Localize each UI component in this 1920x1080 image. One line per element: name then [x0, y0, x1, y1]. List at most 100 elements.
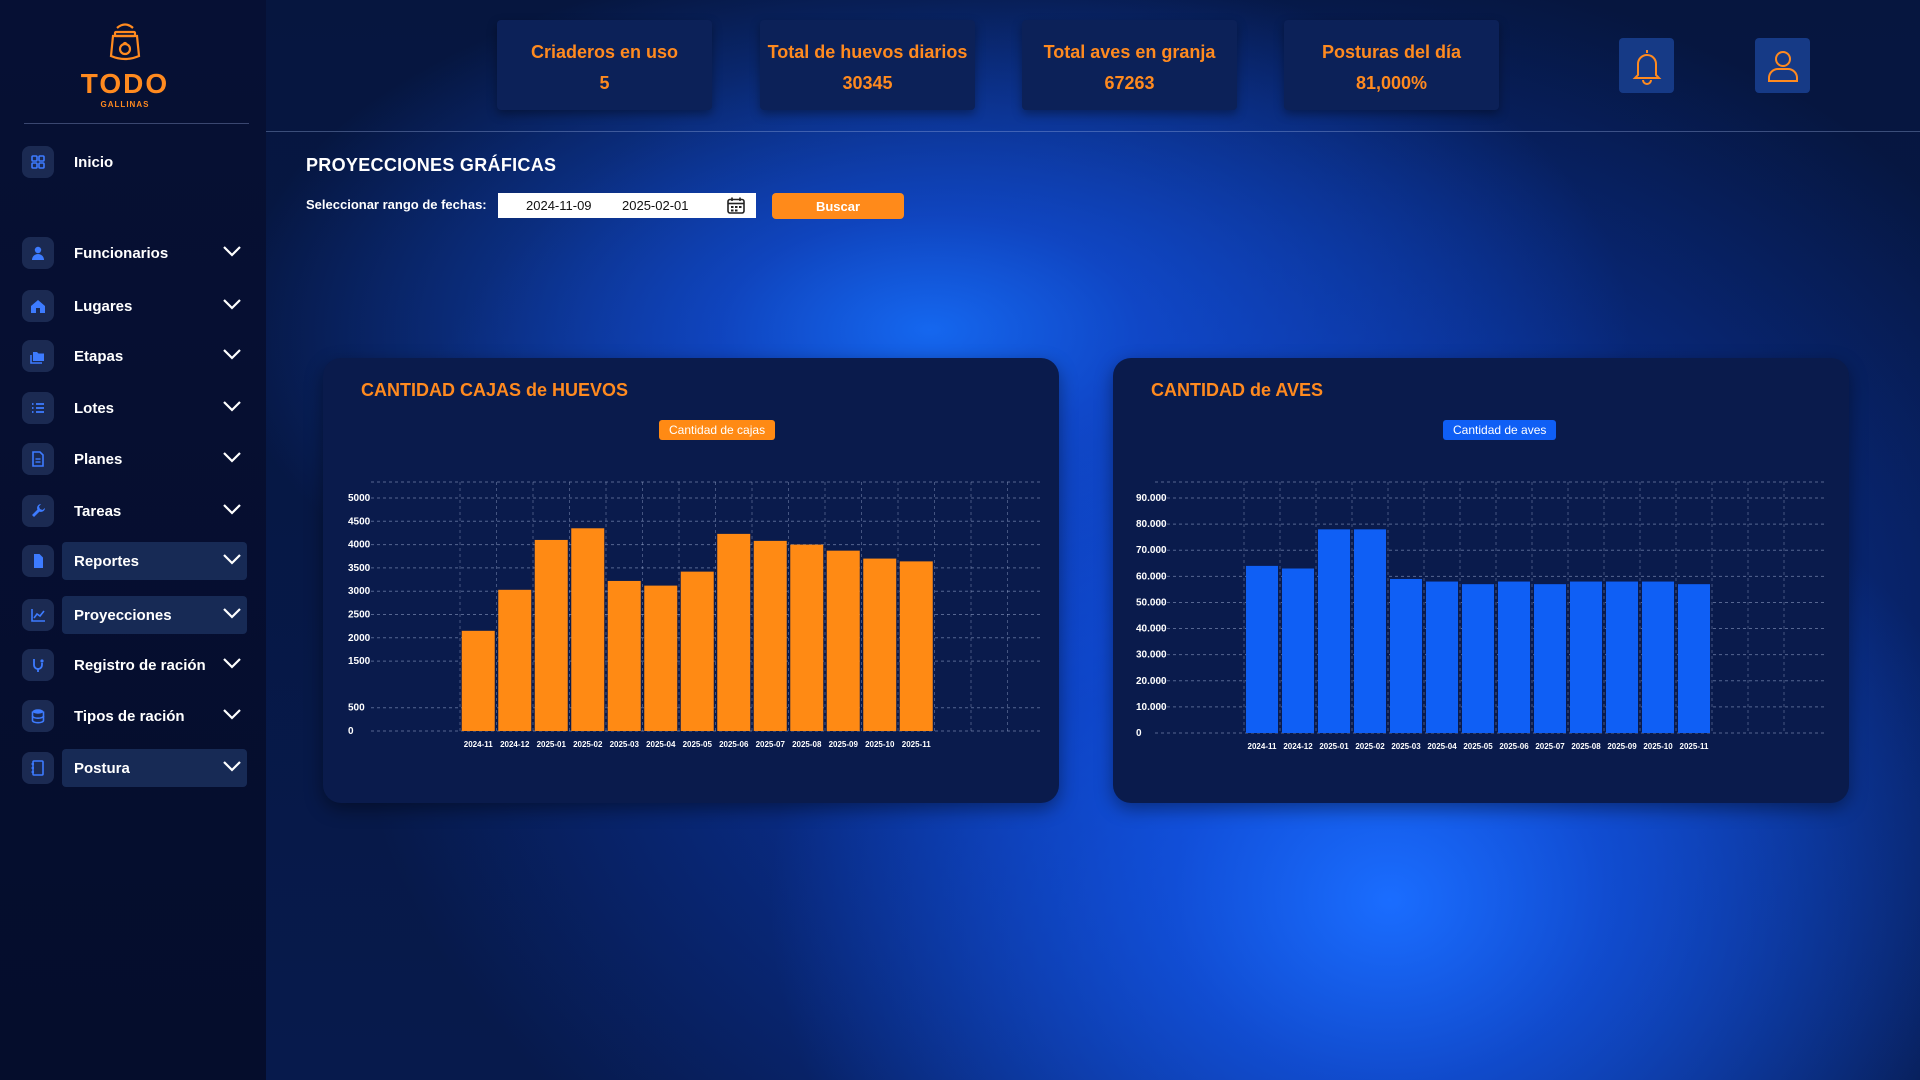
chevron-down-icon[interactable]	[222, 707, 242, 721]
bar-2025-04[interactable]	[644, 585, 678, 731]
date-to-value[interactable]: 2025-02-01	[622, 198, 689, 213]
x-tick-label: 2025-06	[1499, 742, 1529, 751]
page-title: PROYECCIONES GRÁFICAS	[306, 155, 557, 175]
bar-2024-12[interactable]	[1282, 568, 1314, 734]
sidebar-item-planes[interactable]: Planes	[22, 440, 252, 478]
kpi-card-aves: Total aves en granja 67263	[1022, 20, 1237, 110]
x-tick-label: 2025-08	[1571, 742, 1601, 751]
bar-2025-03[interactable]	[607, 580, 641, 731]
bar-2025-06[interactable]	[717, 533, 751, 731]
bar-2025-05[interactable]	[680, 571, 714, 731]
sidebar-item-tipos-de-racion[interactable]: Tipos de ración	[22, 697, 252, 735]
bar-2025-06[interactable]	[1498, 581, 1530, 733]
header-divider	[266, 131, 1920, 132]
bar-2025-11[interactable]	[1678, 584, 1710, 733]
chevron-down-icon[interactable]	[222, 552, 242, 566]
kpi-value: 67263	[1104, 73, 1155, 93]
x-tick-label: 2025-09	[829, 740, 859, 749]
user-profile-button[interactable]	[1755, 38, 1810, 93]
chart-legend[interactable]: Cantidad de aves	[1443, 420, 1557, 440]
chevron-down-icon[interactable]	[222, 656, 242, 670]
sidebar-item-funcionarios[interactable]: Funcionarios	[22, 234, 252, 272]
kpi-value: 5	[599, 73, 610, 93]
bar-2025-10[interactable]	[1642, 581, 1674, 733]
bar-2024-12[interactable]	[498, 589, 532, 731]
bar-2025-09[interactable]	[1606, 581, 1638, 733]
sidebar-item-reportes[interactable]: Reportes	[22, 542, 252, 580]
document-icon	[22, 443, 54, 475]
kpi-card-criaderos: Criaderos en uso 5	[497, 20, 712, 110]
y-tick-label: 4000	[348, 540, 371, 551]
birds-bar-chart: 0 10.000 20.000 30.000 40.000 50.000 60.000 70.…	[1136, 481, 1825, 751]
eggs-bar-chart: 0 500 1500 2000 2500 3000 3500 4000 4500 5000 2024…	[348, 481, 1041, 749]
date-range-label: Seleccionar rango de fechas:	[306, 197, 487, 212]
bar-2025-07[interactable]	[1534, 584, 1566, 733]
notebook-icon	[22, 752, 54, 784]
x-tick-label: 2024-12	[1283, 742, 1313, 751]
chart-legend[interactable]: Cantidad de cajas	[659, 420, 776, 440]
chevron-down-icon[interactable]	[222, 759, 242, 773]
sidebar: TODO GALLINAS Inicio Funcionarios Lugares E…	[0, 0, 266, 1080]
x-tick-label: 2025-05	[683, 740, 713, 749]
bar-2025-11[interactable]	[899, 561, 933, 731]
bar-2025-08[interactable]	[790, 544, 824, 731]
chevron-down-icon[interactable]	[222, 297, 242, 311]
chart-title: CANTIDAD de AVES	[1151, 380, 1324, 400]
y-tick-label: 2000	[348, 633, 371, 644]
bar-2024-11[interactable]	[461, 630, 495, 731]
chevron-down-icon[interactable]	[222, 450, 242, 464]
sidebar-item-inicio[interactable]: Inicio	[22, 143, 252, 181]
svg-text:GALLINAS: GALLINAS	[101, 100, 150, 108]
bar-2025-02[interactable]	[571, 528, 605, 731]
sidebar-item-label: Planes	[74, 450, 123, 468]
date-range-picker[interactable]: 2024-11-09 2025-02-01	[498, 193, 756, 218]
date-from-value[interactable]: 2024-11-09	[526, 198, 592, 213]
y-tick-label: 3000	[348, 586, 371, 597]
x-tick-label: 2024-11	[1248, 742, 1277, 751]
sidebar-item-label: Inicio	[74, 153, 114, 171]
bar-2025-08[interactable]	[1570, 581, 1602, 733]
user-profile-icon	[1767, 50, 1798, 82]
bar-2025-10[interactable]	[863, 558, 897, 731]
bar-2025-07[interactable]	[753, 540, 787, 731]
database-icon	[22, 700, 54, 732]
sidebar-item-tareas[interactable]: Tareas	[22, 492, 252, 530]
brand-logo: TODO GALLINAS	[81, 23, 167, 108]
bar-2025-05[interactable]	[1462, 584, 1494, 733]
sidebar-divider	[24, 123, 249, 124]
notifications-button[interactable]	[1619, 38, 1674, 93]
sidebar-item-etapas[interactable]: Etapas	[22, 337, 252, 375]
kpi-title: Total de huevos diarios	[767, 42, 968, 62]
chevron-down-icon[interactable]	[222, 347, 242, 361]
search-button[interactable]: Buscar	[772, 193, 904, 219]
bar-2025-01[interactable]	[534, 539, 568, 731]
x-tick-label: 2025-03	[610, 740, 640, 749]
sidebar-item-highlight	[62, 749, 247, 787]
x-tick-label: 2025-10	[865, 740, 895, 749]
sidebar-item-lugares[interactable]: Lugares	[22, 287, 252, 325]
bar-2025-09[interactable]	[826, 550, 860, 731]
chevron-down-icon[interactable]	[222, 606, 242, 620]
sidebar-item-label: Tipos de ración	[74, 707, 185, 725]
kpi-card-posturas: Posturas del día 81,000%	[1284, 20, 1499, 110]
chevron-down-icon[interactable]	[222, 502, 242, 516]
sidebar-item-highlight	[62, 542, 247, 580]
x-tick-label: 2025-06	[719, 740, 749, 749]
chevron-down-icon[interactable]	[222, 399, 242, 413]
x-tick-label: 2025-02	[573, 740, 603, 749]
bar-2025-03[interactable]	[1390, 578, 1422, 733]
sidebar-item-proyecciones[interactable]: Proyecciones	[22, 596, 252, 634]
bar-2024-11[interactable]	[1246, 565, 1278, 733]
birds-chart-panel: CANTIDAD de AVES Cantidad de aves 0 10.00…	[1113, 358, 1849, 803]
chevron-down-icon[interactable]	[222, 244, 242, 258]
sidebar-item-lotes[interactable]: Lotes	[22, 389, 252, 427]
bar-2025-02[interactable]	[1354, 529, 1386, 733]
bar-2025-04[interactable]	[1426, 581, 1458, 733]
sidebar-item-postura[interactable]: Postura	[22, 749, 252, 787]
x-tick-label: 2025-07	[1535, 742, 1565, 751]
bar-2025-01[interactable]	[1318, 529, 1350, 733]
line-chart-icon	[22, 599, 54, 631]
calendar-icon[interactable]	[727, 197, 745, 214]
sidebar-item-label: Reportes	[74, 552, 140, 570]
sidebar-item-registro-de-racion[interactable]: Registro de ración	[22, 646, 252, 684]
